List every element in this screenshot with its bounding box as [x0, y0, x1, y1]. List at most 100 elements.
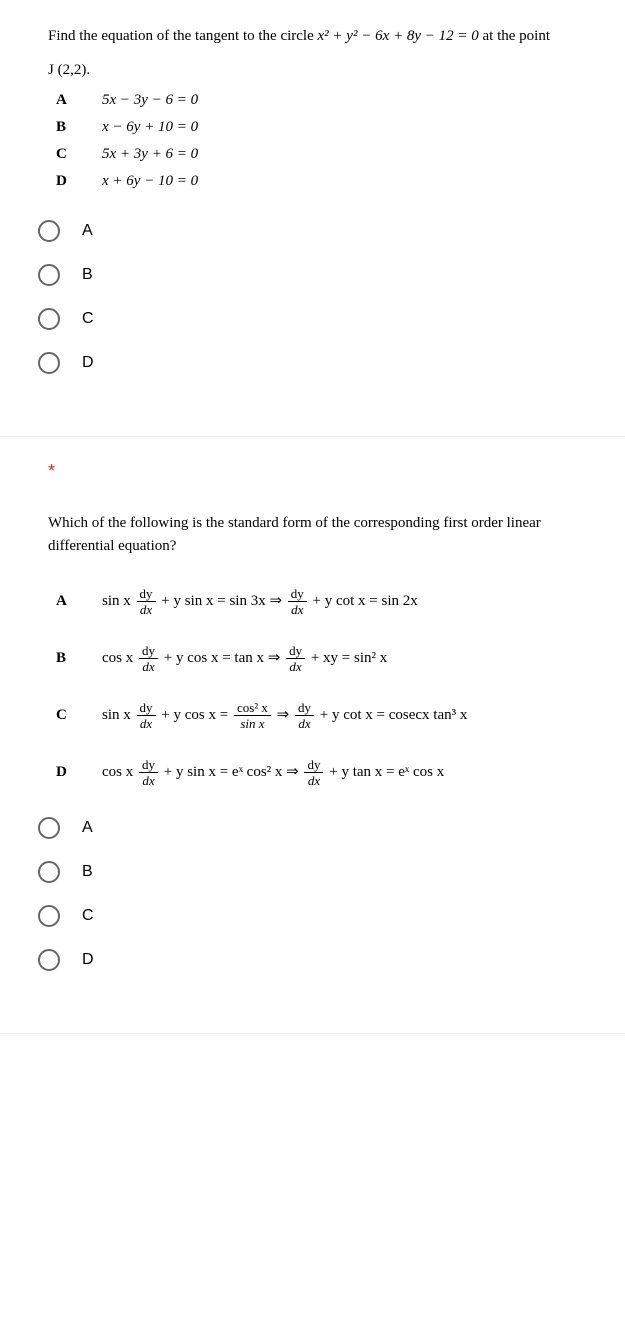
radio-option-c[interactable]: C — [38, 308, 593, 330]
answer-label: C — [56, 146, 102, 163]
eq-part: sin x — [102, 707, 135, 723]
answer-label: A — [56, 593, 102, 610]
question-prompt-2: Which of the following is the standard f… — [48, 512, 593, 557]
answer-def-d: D x + 6y − 10 = 0 — [56, 173, 593, 190]
radio-label: D — [82, 354, 94, 372]
fraction-dydx: dydx — [139, 758, 158, 787]
radio-icon — [38, 949, 60, 971]
frac-num: dy — [139, 758, 158, 773]
fraction-dydx: dydx — [137, 701, 156, 730]
radio-option-a[interactable]: A — [38, 817, 593, 839]
answer-def-c: C sin x dydx + y cos x = cos² xsin x ⇒ d… — [56, 701, 593, 730]
frac-den: dx — [137, 716, 156, 730]
fraction-dydx: dydx — [137, 587, 156, 616]
answer-content: 5x + 3y + 6 = 0 — [102, 146, 593, 163]
answer-content: sin x dydx + y sin x = sin 3x ⇒ dydx + y… — [102, 587, 593, 616]
radio-label: A — [82, 819, 93, 837]
answer-definitions: A 5x − 3y − 6 = 0 B x − 6y + 10 = 0 C 5x… — [56, 92, 593, 190]
eq-part: + xy = sin² x — [307, 650, 387, 666]
frac-den: dx — [139, 773, 158, 787]
radio-option-c[interactable]: C — [38, 905, 593, 927]
fraction-dydx: dydx — [139, 644, 158, 673]
prompt-text-pre: Find the equation of the tangent to the … — [48, 28, 318, 44]
eq-part: + y cos x = — [158, 707, 232, 723]
radio-label: B — [82, 266, 93, 284]
frac-num: dy — [139, 644, 158, 659]
eq-part: + y cot x = cosecx tan³ x — [316, 707, 467, 723]
answer-def-a: A 5x − 3y − 6 = 0 — [56, 92, 593, 109]
radio-option-d[interactable]: D — [38, 949, 593, 971]
radio-icon — [38, 905, 60, 927]
radio-icon — [38, 352, 60, 374]
prompt-text-mid: at the point — [483, 28, 551, 44]
answer-def-d: D cos x dydx + y sin x = eˣ cos² x ⇒ dyd… — [56, 758, 593, 787]
frac-num: dy — [286, 644, 305, 659]
answer-definitions-2: A sin x dydx + y sin x = sin 3x ⇒ dydx +… — [56, 587, 593, 787]
radio-icon — [38, 220, 60, 242]
fraction-dydx: dydx — [288, 587, 307, 616]
frac-den: dx — [288, 602, 307, 616]
radio-label: B — [82, 863, 93, 881]
answer-def-c: C 5x + 3y + 6 = 0 — [56, 146, 593, 163]
answer-content: sin x dydx + y cos x = cos² xsin x ⇒ dyd… — [102, 701, 593, 730]
eq-part: + y tan x = eˣ cos x — [325, 764, 444, 780]
answer-content: 5x − 3y − 6 = 0 — [102, 92, 593, 109]
answer-def-b: B x − 6y + 10 = 0 — [56, 119, 593, 136]
eq-part: + y sin x = eˣ cos² x ⇒ — [160, 764, 302, 780]
frac-den: dx — [304, 773, 323, 787]
frac-den: dx — [139, 659, 158, 673]
eq-part: cos x — [102, 764, 137, 780]
frac-num: dy — [304, 758, 323, 773]
answer-label: C — [56, 707, 102, 724]
frac-num: dy — [288, 587, 307, 602]
frac-num: cos² x — [234, 701, 271, 716]
radio-option-b[interactable]: B — [38, 264, 593, 286]
frac-num: dy — [295, 701, 314, 716]
radio-icon — [38, 817, 60, 839]
radio-icon — [38, 861, 60, 883]
radio-option-a[interactable]: A — [38, 220, 593, 242]
eq-part: + y cot x = sin 2x — [309, 593, 418, 609]
prompt-equation: x² + y² − 6x + 8y − 12 = 0 — [318, 28, 479, 44]
frac-den: dx — [286, 659, 305, 673]
frac-den: sin x — [234, 716, 271, 730]
eq-part: cos x — [102, 650, 137, 666]
eq-part: ⇒ — [273, 707, 293, 723]
answer-label: D — [56, 173, 102, 190]
answer-content: cos x dydx + y cos x = tan x ⇒ dydx + xy… — [102, 644, 593, 673]
frac-den: dx — [137, 602, 156, 616]
radio-label: C — [82, 907, 94, 925]
eq-part: + y cos x = tan x ⇒ — [160, 650, 284, 666]
eq-part: + y sin x = sin 3x ⇒ — [158, 593, 286, 609]
radio-icon — [38, 308, 60, 330]
frac-num: dy — [137, 587, 156, 602]
fraction-dydx: dydx — [295, 701, 314, 730]
answer-def-a: A sin x dydx + y sin x = sin 3x ⇒ dydx +… — [56, 587, 593, 616]
radio-label: A — [82, 222, 93, 240]
frac-den: dx — [295, 716, 314, 730]
answer-label: A — [56, 92, 102, 109]
question-card-1: Find the equation of the tangent to the … — [0, 0, 625, 437]
question-card-2: * Which of the following is the standard… — [0, 437, 625, 1034]
answer-content: cos x dydx + y sin x = eˣ cos² x ⇒ dydx … — [102, 758, 593, 787]
radio-group-1: A B C D — [38, 220, 593, 374]
answer-content: x + 6y − 10 = 0 — [102, 173, 593, 190]
answer-label: D — [56, 764, 102, 781]
answer-def-b: B cos x dydx + y cos x = tan x ⇒ dydx + … — [56, 644, 593, 673]
radio-option-b[interactable]: B — [38, 861, 593, 883]
eq-part: sin x — [102, 593, 135, 609]
required-indicator: * — [48, 461, 593, 482]
fraction-dydx: dydx — [304, 758, 323, 787]
prompt-point: J (2,2). — [48, 58, 593, 82]
fraction-dydx: dydx — [286, 644, 305, 673]
answer-label: B — [56, 119, 102, 136]
answer-content: x − 6y + 10 = 0 — [102, 119, 593, 136]
radio-group-2: A B C D — [38, 817, 593, 971]
fraction-mid: cos² xsin x — [234, 701, 271, 730]
frac-num: dy — [137, 701, 156, 716]
radio-label: D — [82, 951, 94, 969]
answer-label: B — [56, 650, 102, 667]
radio-option-d[interactable]: D — [38, 352, 593, 374]
radio-label: C — [82, 310, 94, 328]
radio-icon — [38, 264, 60, 286]
